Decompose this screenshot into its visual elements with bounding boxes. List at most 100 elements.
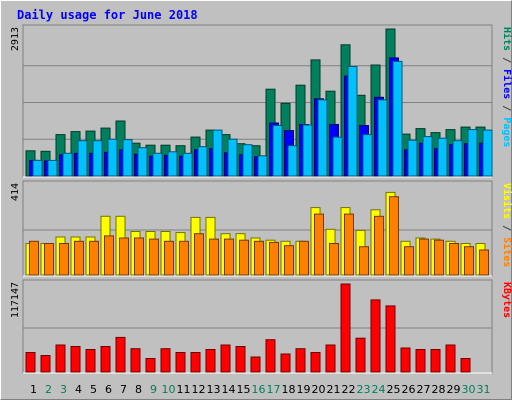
x-tick-label: 14: [222, 383, 236, 396]
bar-pages-day-18: [287, 145, 298, 177]
x-tick-label: 15: [237, 383, 251, 396]
panel-top-ymax-label: 2913: [10, 27, 21, 51]
x-tick-label: 5: [90, 383, 97, 396]
bar-kbytes-day-30: [460, 358, 471, 373]
bar-sites-day-6: [104, 235, 114, 276]
x-tick-label: 23: [357, 383, 371, 396]
bar-kbytes-day-25: [385, 305, 396, 373]
bar-kbytes-day-7: [115, 336, 126, 373]
bar-kbytes-day-13: [205, 349, 216, 373]
series-label-part: Hits: [501, 27, 512, 51]
bar-pages-day-31: [482, 129, 493, 177]
bar-kbytes-day-27: [415, 349, 426, 373]
bar-sites-day-16: [254, 240, 264, 276]
bar-pages-day-21: [332, 136, 343, 177]
bar-sites-day-2: [44, 243, 54, 276]
series-label-part: Visits: [501, 183, 512, 219]
x-tick-label: 25: [387, 383, 401, 396]
bar-pages-day-28: [437, 137, 448, 177]
bar-kbytes-day-5: [85, 349, 96, 373]
bar-sites-day-14: [224, 238, 234, 276]
x-tick-label: 19: [297, 383, 311, 396]
x-tick-label: 2: [45, 383, 52, 396]
x-tick-label: 27: [417, 383, 431, 396]
panel-middle-series-label: Visits / Sites: [501, 183, 512, 267]
bar-pages-day-7: [122, 139, 133, 177]
x-tick-label: 1: [30, 383, 37, 396]
panel-bottom-ymax-label: 117147: [10, 282, 21, 318]
bar-sites-day-30: [464, 246, 474, 276]
x-tick-label: 10: [162, 383, 176, 396]
bar-sites-day-5: [89, 240, 99, 276]
bar-sites-day-15: [239, 239, 249, 276]
x-tick-label: 26: [402, 383, 416, 396]
bar-sites-day-20: [314, 213, 324, 276]
x-tick-label: 31: [477, 383, 491, 396]
bar-pages-day-12: [197, 146, 208, 177]
x-tick-label: 21: [327, 383, 341, 396]
bar-sites-day-1: [29, 240, 39, 276]
bar-sites-day-18: [284, 245, 294, 276]
bar-pages-day-29: [452, 140, 463, 177]
bar-pages-day-11: [182, 152, 193, 177]
bar-sites-day-23: [359, 246, 369, 276]
x-tick-label: 20: [312, 383, 326, 396]
bar-kbytes-day-9: [145, 358, 156, 373]
bar-kbytes-day-6: [100, 346, 111, 373]
x-tick-label: 28: [432, 383, 446, 396]
bar-pages-day-8: [137, 147, 148, 177]
panel-bottom-series-label: KBytes: [501, 282, 512, 318]
bar-pages-day-23: [362, 134, 373, 177]
bar-pages-day-4: [77, 140, 88, 177]
bar-sites-day-29: [449, 243, 459, 276]
x-axis-labels: 1 2 3 4 5 6 7 8 9 10 11 12 13 14 15 16 17 18 19 20 21 22 23 24 2…: [30, 383, 491, 396]
bar-kbytes-day-28: [430, 349, 441, 373]
x-tick-label: 16: [252, 383, 266, 396]
bar-pages-day-5: [92, 140, 103, 177]
x-tick-label: 9: [150, 383, 157, 396]
x-tick-label: 30: [462, 383, 476, 396]
x-tick-label: 22: [342, 383, 356, 396]
bar-kbytes-day-19: [295, 348, 306, 373]
bar-kbytes-day-23: [355, 337, 366, 373]
bar-pages-day-26: [407, 139, 418, 177]
bar-sites-day-22: [344, 213, 354, 276]
bar-kbytes-day-12: [190, 352, 201, 373]
bar-pages-day-16: [257, 155, 268, 177]
bar-kbytes-day-29: [445, 344, 456, 373]
bar-sites-day-7: [119, 237, 129, 276]
bar-pages-day-9: [152, 152, 163, 177]
bar-pages-day-27: [422, 136, 433, 177]
bar-kbytes-day-8: [130, 348, 141, 373]
series-label-part: KBytes: [501, 282, 512, 318]
bar-sites-day-4: [74, 240, 84, 276]
x-tick-label: 12: [192, 383, 206, 396]
bar-sites-day-21: [329, 243, 339, 276]
bar-pages-day-25: [392, 60, 403, 177]
series-label-part: /: [501, 51, 512, 69]
bar-sites-day-27: [419, 238, 429, 276]
bar-sites-day-13: [209, 238, 219, 276]
bar-pages-day-3: [62, 152, 73, 177]
x-tick-label: 11: [177, 383, 191, 396]
series-label-part: /: [501, 99, 512, 117]
chart-title: Daily usage for June 2018: [17, 8, 198, 22]
bar-kbytes-day-17: [265, 339, 276, 373]
bar-sites-day-31: [479, 249, 489, 276]
x-tick-label: 8: [135, 383, 142, 396]
bar-kbytes-day-14: [220, 344, 231, 373]
bar-sites-day-3: [59, 243, 69, 276]
series-label-part: Sites: [501, 237, 512, 267]
bar-sites-day-12: [194, 233, 204, 276]
bar-kbytes-day-26: [400, 347, 411, 373]
x-tick-label: 3: [60, 383, 67, 396]
bar-pages-day-22: [347, 66, 358, 177]
x-tick-label: 29: [447, 383, 461, 396]
series-label-part: /: [501, 219, 512, 237]
series-label-part: Pages: [501, 117, 512, 147]
bar-kbytes-day-20: [310, 352, 321, 373]
bar-pages-day-30: [467, 129, 478, 177]
bar-pages-day-2: [47, 159, 58, 177]
panel-bottom: 117147 KBytes: [10, 279, 512, 374]
